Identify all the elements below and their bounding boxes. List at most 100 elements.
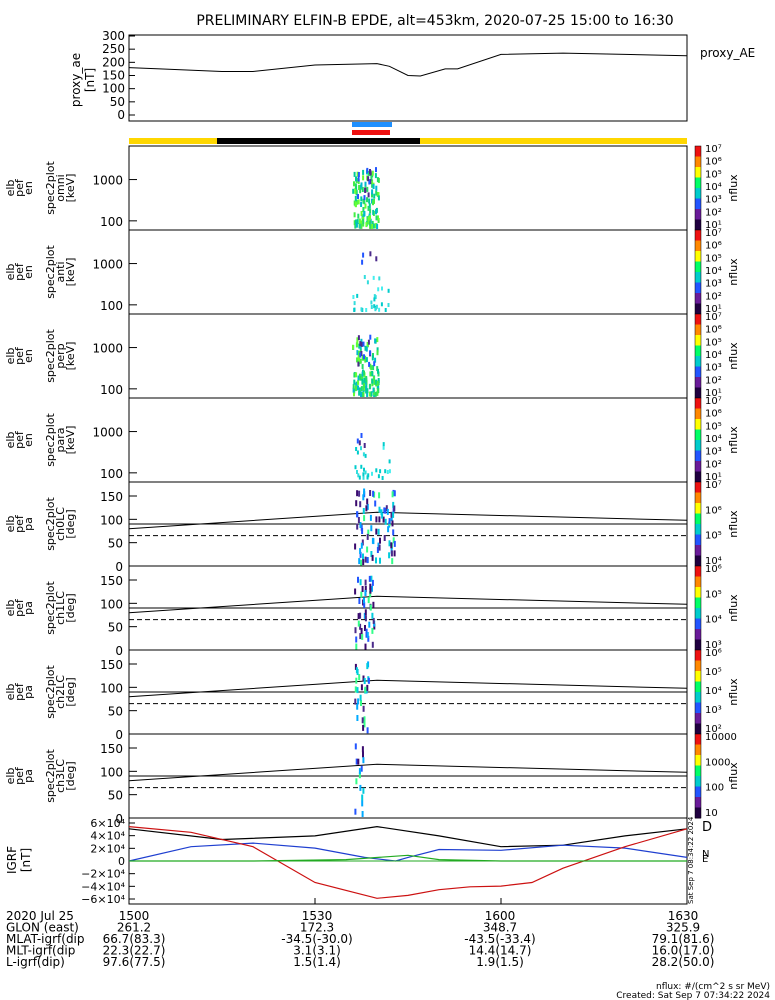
spec-cell <box>377 474 380 479</box>
spec-cell <box>378 307 381 312</box>
colorbar-band <box>695 587 701 598</box>
ylabel-part: elb <box>4 180 17 197</box>
spec-cell <box>373 193 376 199</box>
spec-cell <box>388 552 391 559</box>
spec-cell <box>365 385 368 391</box>
spec-cell <box>357 613 360 620</box>
colorbar-tick: 10⁴ <box>705 615 722 626</box>
spec-cell <box>366 219 369 225</box>
spec-cell <box>377 528 380 535</box>
spec-cell <box>356 171 359 177</box>
spec-cell <box>359 784 362 791</box>
spec-cell <box>369 371 372 377</box>
colorbar-band <box>695 303 701 315</box>
ephem-value: 1630 <box>668 909 699 923</box>
spec-cell <box>367 192 370 198</box>
spec-cell <box>357 375 360 381</box>
spec-cell <box>381 512 384 519</box>
colorbar-band <box>695 219 701 231</box>
spec-cell <box>361 354 364 360</box>
ylabel-part: [deg] <box>64 761 77 790</box>
lc-curve <box>128 679 688 698</box>
ytick-label: 250 <box>102 42 125 56</box>
spec-cell <box>382 445 385 450</box>
spec-cell <box>360 542 363 549</box>
spec-cell <box>355 372 358 378</box>
ylabel-part: ch1LC <box>54 591 67 625</box>
panel-frame <box>128 34 688 122</box>
ytick-label: 100 <box>100 383 123 397</box>
ylabel-part: omni <box>54 174 67 201</box>
spec-cell <box>366 392 369 397</box>
spec-cell <box>375 468 378 473</box>
spec-cell <box>365 377 368 383</box>
ylabel-part: spec2plot <box>44 581 57 635</box>
spec-cell <box>378 544 381 551</box>
spec-cell <box>376 390 379 396</box>
spec-cell <box>379 469 382 474</box>
spec-cell <box>357 698 360 705</box>
spec-cell <box>358 558 361 565</box>
spec-cell <box>359 612 362 619</box>
colorbar-band <box>695 629 701 640</box>
colorbar-tick: 10⁷ <box>705 312 722 323</box>
spec-cell <box>363 443 366 448</box>
spec-cell <box>360 446 362 451</box>
spec-cell <box>375 190 378 196</box>
spec-cell <box>354 543 357 550</box>
ytick-label: 1000 <box>92 258 123 272</box>
igrf-yunits: [nT] <box>19 848 33 872</box>
colorbar-band <box>695 597 701 609</box>
colorbar-tick: 10⁵ <box>705 253 722 264</box>
spec-cell <box>354 202 357 208</box>
spec-cell <box>353 301 356 306</box>
spec-cell <box>359 623 362 630</box>
spec-cell <box>392 501 395 508</box>
spec-cell <box>368 361 371 367</box>
panel-frame <box>128 397 688 483</box>
spec-cell <box>366 342 369 347</box>
spec-cell <box>384 518 387 525</box>
spec-cell <box>372 223 375 229</box>
spectrogram-data <box>354 575 376 650</box>
spec-cell <box>370 305 373 309</box>
spec-cell <box>382 516 385 523</box>
spec-cell <box>355 677 358 684</box>
spec-cell <box>362 207 365 212</box>
colorbar-tick: 10¹ <box>705 472 722 483</box>
spec-cell <box>353 379 356 385</box>
ylabel-part: en <box>22 433 35 447</box>
spec-cell <box>364 686 367 693</box>
spec-cell <box>370 525 373 532</box>
spec-cell <box>371 537 374 544</box>
ylabel-part: ch2LC <box>54 675 67 709</box>
spec-cell <box>369 583 372 590</box>
spec-cell <box>356 293 359 298</box>
ylabel-part: pef <box>13 682 26 701</box>
spec-cell <box>371 554 374 561</box>
spec-cell <box>361 811 364 817</box>
colorbar-tick: 10⁴ <box>705 556 722 567</box>
spec-cell <box>368 203 371 209</box>
spec-cell <box>370 551 373 557</box>
panel-proxy-ae: proxy_AE proxy_ae [nT] 30025020015010050… <box>69 29 755 122</box>
spec-cell <box>358 390 361 396</box>
spec-cell <box>367 176 370 182</box>
lc-curve <box>128 595 688 614</box>
colorbar-label: nflux <box>727 762 740 790</box>
colorbar-band <box>695 671 701 682</box>
colorbar-band <box>695 608 701 619</box>
spec-cell <box>361 586 364 592</box>
spec-cell <box>358 387 361 393</box>
ephem-value: 1500 <box>119 909 150 923</box>
spec-cell <box>363 515 366 522</box>
spec-cell <box>369 490 372 496</box>
spec-cell <box>354 188 357 194</box>
colorbar-band <box>695 692 701 703</box>
spec-cell <box>366 498 369 505</box>
spec-cell <box>357 576 359 583</box>
spec-cell <box>373 361 376 367</box>
spec-cell <box>376 381 379 386</box>
ephem-row-label: MLAT-igrf(dip <box>6 932 85 946</box>
